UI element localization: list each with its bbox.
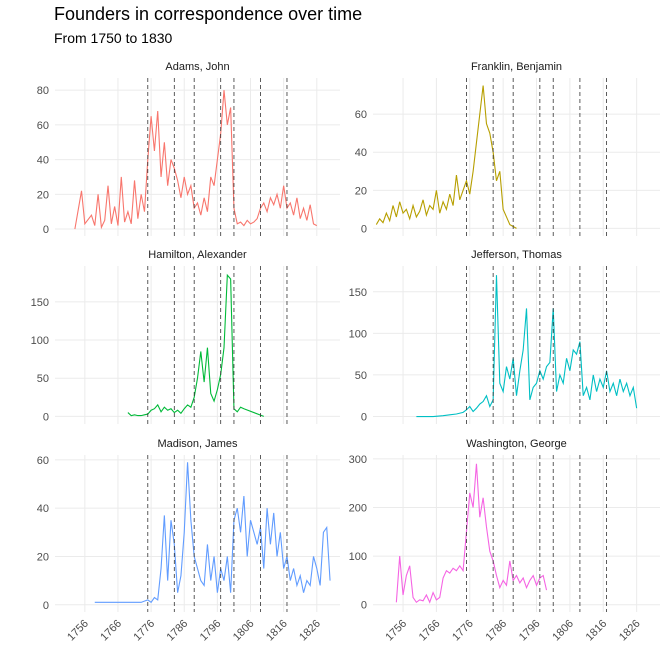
y-tick-label: 100 xyxy=(349,328,367,340)
y-tick-label: 50 xyxy=(355,370,367,382)
chart-title: Founders in correspondence over time xyxy=(54,4,362,24)
facet-label: Adams, John xyxy=(165,61,229,73)
y-tick-label: 0 xyxy=(361,223,367,235)
y-tick-label: 60 xyxy=(37,120,49,132)
y-tick-label: 0 xyxy=(43,224,49,236)
x-tick-label: 1806 xyxy=(231,618,257,644)
y-tick-label: 100 xyxy=(349,551,367,563)
y-tick-label: 0 xyxy=(361,412,367,424)
series-line xyxy=(94,462,331,604)
y-tick-label: 100 xyxy=(31,335,49,347)
series-line xyxy=(416,275,638,418)
x-tick-label: 1756 xyxy=(65,618,91,644)
y-tick-label: 0 xyxy=(43,411,49,423)
y-tick-label: 40 xyxy=(37,503,49,515)
y-tick-label: 50 xyxy=(37,373,49,385)
y-tick-label: 40 xyxy=(37,155,49,167)
y-tick-label: 60 xyxy=(355,109,367,121)
chart-subtitle: From 1750 to 1830 xyxy=(54,30,173,46)
y-tick-label: 40 xyxy=(355,147,367,159)
x-tick-label: 1776 xyxy=(450,618,476,644)
facet-label: Jefferson, Thomas xyxy=(471,249,562,261)
facet-label: Hamilton, Alexander xyxy=(148,249,247,261)
y-tick-label: 80 xyxy=(37,85,49,97)
y-tick-label: 0 xyxy=(43,600,49,612)
x-tick-label: 1806 xyxy=(550,618,576,644)
y-tick-label: 0 xyxy=(361,600,367,612)
facet-label: Madison, James xyxy=(157,438,238,450)
y-tick-label: 200 xyxy=(349,502,367,514)
x-tick-label: 1816 xyxy=(584,618,610,644)
x-tick-label: 1786 xyxy=(165,618,191,644)
facet-label: Washington, George xyxy=(466,438,566,450)
y-tick-label: 20 xyxy=(37,189,49,201)
x-tick-label: 1766 xyxy=(98,618,124,644)
x-tick-label: 1816 xyxy=(264,618,290,644)
x-tick-label: 1766 xyxy=(417,618,443,644)
y-tick-label: 150 xyxy=(31,297,49,309)
x-tick-label: 1756 xyxy=(383,618,409,644)
y-tick-label: 150 xyxy=(349,287,367,299)
y-tick-label: 60 xyxy=(37,455,49,467)
y-tick-label: 20 xyxy=(355,185,367,197)
y-tick-label: 300 xyxy=(349,454,367,466)
x-tick-label: 1826 xyxy=(617,618,643,644)
series-line xyxy=(127,273,264,417)
x-tick-label: 1796 xyxy=(517,618,543,644)
x-tick-label: 1796 xyxy=(198,618,224,644)
series-line xyxy=(375,85,517,229)
facet-label: Franklin, Benjamin xyxy=(471,61,562,73)
x-tick-label: 1826 xyxy=(297,618,323,644)
series-line xyxy=(395,463,548,604)
x-tick-label: 1776 xyxy=(131,618,157,644)
x-tick-label: 1786 xyxy=(483,618,509,644)
y-tick-label: 20 xyxy=(37,551,49,563)
series-line xyxy=(74,90,318,230)
